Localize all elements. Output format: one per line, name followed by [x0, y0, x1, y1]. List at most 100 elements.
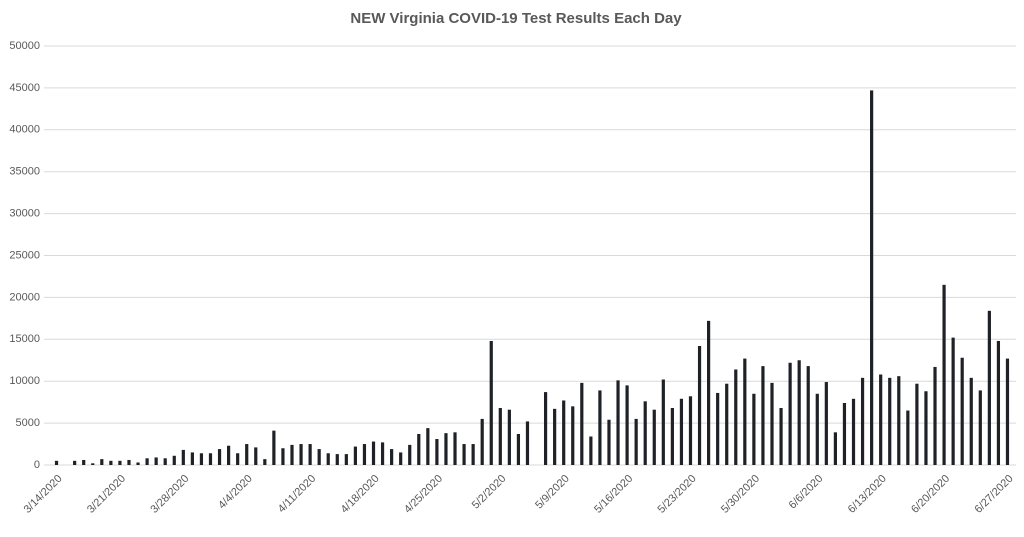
bar — [263, 459, 267, 465]
bar — [933, 366, 937, 465]
bar — [616, 380, 620, 465]
bar — [716, 392, 720, 465]
x-tick-label: 6/20/2020 — [909, 473, 952, 516]
bar — [163, 458, 167, 465]
bar — [761, 366, 765, 465]
bar — [453, 432, 457, 465]
bar — [109, 460, 113, 465]
bar — [743, 358, 747, 465]
chart-title: NEW Virginia COVID-19 Test Results Each … — [350, 10, 682, 27]
bar — [770, 382, 774, 465]
y-tick-label: 10000 — [9, 375, 40, 387]
bar — [688, 396, 693, 465]
bar — [399, 452, 403, 465]
bar — [73, 460, 77, 465]
bar — [951, 337, 955, 465]
bar — [697, 346, 702, 465]
bar — [924, 391, 928, 465]
bar — [634, 418, 638, 465]
bar — [562, 400, 566, 465]
bar — [580, 382, 584, 465]
bar — [254, 447, 258, 465]
y-tick-label: 30000 — [9, 208, 40, 220]
bar — [553, 408, 557, 465]
x-tick-label: 3/28/2020 — [148, 473, 191, 516]
bar — [227, 445, 231, 465]
bar — [362, 444, 367, 465]
bar — [127, 459, 131, 465]
bar — [308, 444, 312, 465]
bar — [371, 441, 376, 465]
bar — [136, 462, 140, 465]
bar — [707, 320, 711, 465]
bar — [172, 455, 176, 465]
bar — [842, 402, 847, 465]
x-tick-label: 4/4/2020 — [216, 473, 255, 512]
y-tick-label: 50000 — [9, 40, 40, 52]
bar — [335, 454, 339, 465]
bar — [607, 419, 611, 465]
bar — [851, 398, 856, 465]
bar — [543, 392, 548, 465]
bar — [118, 460, 122, 465]
bar — [525, 421, 530, 465]
bar — [942, 284, 946, 465]
bar — [897, 376, 901, 465]
x-tick-label: 4/25/2020 — [402, 473, 445, 516]
bar — [145, 458, 149, 465]
bar — [208, 453, 213, 465]
x-tick-label: 5/30/2020 — [719, 473, 762, 516]
bar — [969, 377, 973, 465]
x-tick-label: 6/13/2020 — [846, 473, 889, 516]
bar — [507, 409, 511, 465]
bar — [824, 382, 828, 465]
bar — [471, 444, 475, 465]
bar — [217, 449, 222, 465]
bar — [236, 453, 240, 465]
bar — [380, 442, 385, 465]
bar — [734, 369, 738, 465]
y-tick-label: 25000 — [9, 249, 40, 261]
bar — [299, 444, 303, 465]
bar — [326, 453, 330, 465]
y-tick-label: 5000 — [16, 417, 40, 429]
x-tick-label: 3/14/2020 — [22, 473, 65, 516]
x-tick-label: 5/23/2020 — [656, 473, 699, 516]
bar — [82, 459, 86, 465]
y-tick-label: 20000 — [9, 291, 40, 303]
bar — [344, 454, 348, 465]
bar — [181, 449, 185, 465]
bar — [870, 90, 874, 465]
bar — [906, 410, 910, 465]
bar — [190, 452, 194, 465]
bar — [154, 457, 158, 465]
bar — [317, 449, 321, 465]
bar — [272, 430, 276, 465]
bar — [915, 383, 919, 465]
bar — [1005, 358, 1010, 465]
bar — [670, 408, 674, 465]
bar — [245, 444, 249, 465]
x-tick-label: 4/18/2020 — [339, 473, 382, 516]
bar — [480, 418, 484, 465]
x-tick-label: 3/21/2020 — [85, 473, 128, 516]
bar — [797, 360, 801, 465]
y-tick-label: 35000 — [9, 166, 40, 178]
bar — [725, 383, 729, 465]
x-tick-label: 5/2/2020 — [470, 473, 509, 512]
bar — [996, 340, 1001, 465]
x-tick-label: 5/9/2020 — [533, 473, 572, 512]
bar — [987, 310, 991, 465]
bar — [860, 377, 865, 465]
bar — [679, 398, 684, 465]
bar — [199, 453, 204, 465]
bar — [815, 393, 819, 465]
x-tick-label: 5/16/2020 — [592, 473, 635, 516]
bar — [752, 393, 756, 465]
bar — [54, 460, 59, 465]
x-tick-label: 6/27/2020 — [973, 473, 1016, 516]
bar — [779, 408, 783, 465]
bar — [290, 444, 294, 465]
y-tick-label: 0 — [34, 459, 40, 471]
